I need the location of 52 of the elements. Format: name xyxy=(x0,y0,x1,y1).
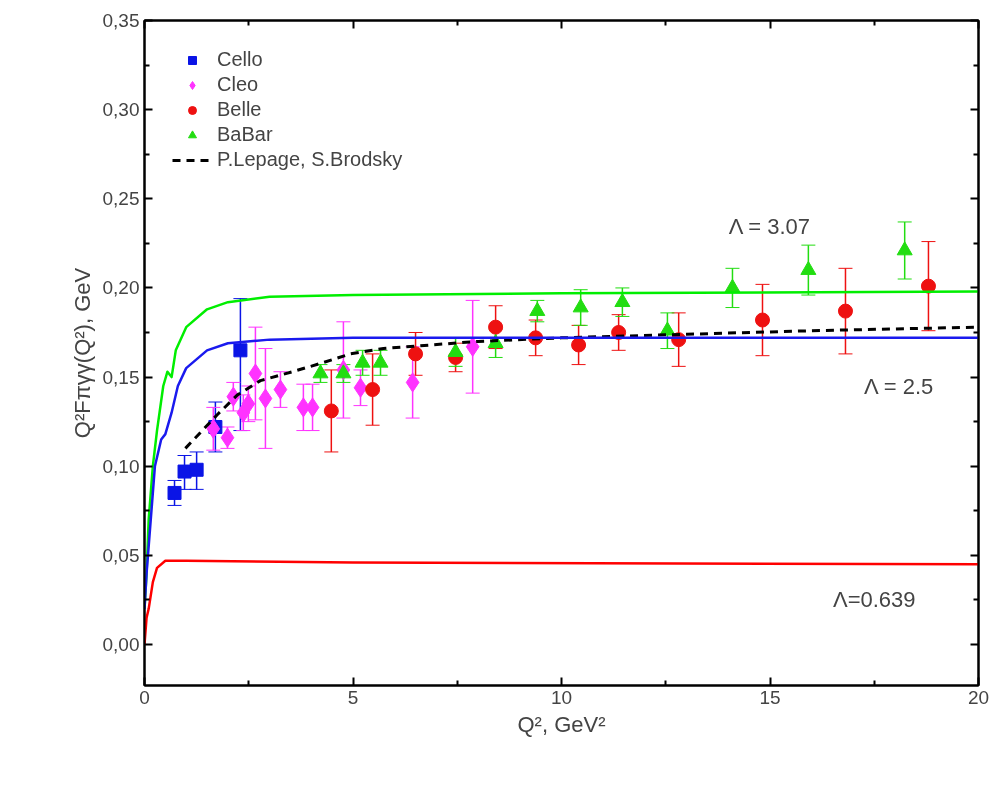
point xyxy=(323,403,339,419)
point xyxy=(405,372,420,393)
y-tick-label: 0,35 xyxy=(102,10,140,31)
point xyxy=(273,379,288,400)
annotation: Λ = 2.5 xyxy=(864,373,934,399)
point xyxy=(408,346,424,362)
point xyxy=(800,260,817,275)
y-axis-title: Q²Fπγγ(Q²), GeV xyxy=(69,267,95,439)
point xyxy=(335,364,352,379)
annotation: Λ = 3.07 xyxy=(728,214,811,240)
x-tick-label: 0 xyxy=(139,686,150,708)
x-tick-label: 5 xyxy=(347,686,359,708)
point xyxy=(206,418,221,439)
point xyxy=(365,382,381,398)
y-tick-label: 0,30 xyxy=(102,99,140,121)
point xyxy=(754,312,770,328)
y-tick-label: 0,05 xyxy=(102,544,140,566)
point xyxy=(258,388,273,409)
point xyxy=(447,342,464,357)
y-tick-label: 0,10 xyxy=(102,455,140,477)
legend-label: P.Lepage, S.Brodsky xyxy=(217,148,403,171)
y-tick-label: 0,15 xyxy=(102,366,140,388)
point xyxy=(571,337,587,353)
point xyxy=(353,377,368,398)
y-tick-label: 0,20 xyxy=(102,277,140,299)
point xyxy=(529,301,546,316)
x-tick-label: 10 xyxy=(550,686,573,708)
x-axis-title: Q², GeV² xyxy=(517,711,606,737)
point xyxy=(896,241,913,256)
legend-label: BaBar xyxy=(217,123,273,146)
y-tick-label: 0,00 xyxy=(102,633,140,655)
point xyxy=(572,298,589,313)
point xyxy=(837,303,853,319)
point xyxy=(305,397,320,418)
annotation: Λ=0.639 xyxy=(832,586,916,612)
point xyxy=(189,462,204,477)
point xyxy=(465,336,480,357)
x-tick-label: 20 xyxy=(967,686,990,708)
point xyxy=(233,343,248,358)
legend-label: Cello xyxy=(217,48,263,71)
point xyxy=(614,293,631,308)
point xyxy=(167,485,182,500)
point xyxy=(248,363,263,384)
legend-label: Belle xyxy=(217,98,262,121)
x-tick-label: 15 xyxy=(759,686,781,708)
y-tick-label: 0,25 xyxy=(102,188,140,210)
point xyxy=(354,353,371,368)
legend-label: Cleo xyxy=(217,73,259,96)
point xyxy=(241,393,256,414)
point xyxy=(372,353,389,368)
point xyxy=(488,319,504,335)
point xyxy=(312,364,329,379)
